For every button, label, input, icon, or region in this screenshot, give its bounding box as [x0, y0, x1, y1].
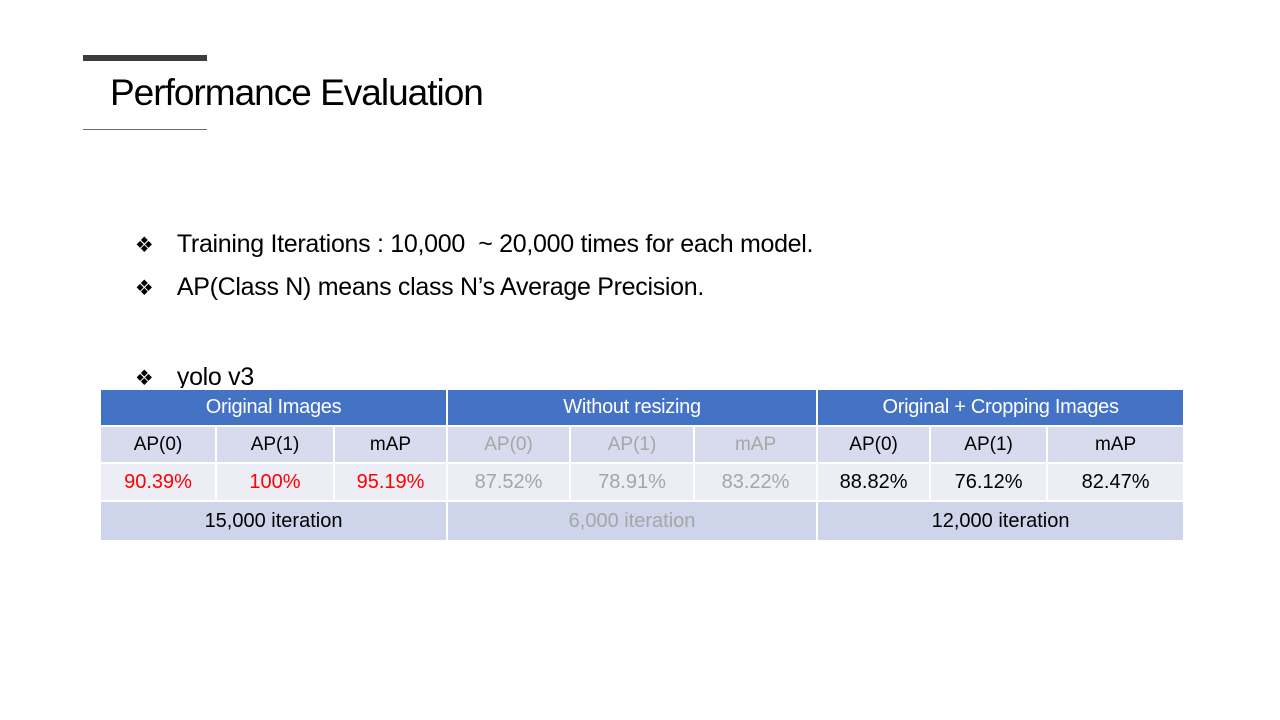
bullet-item-ap-definition: ❖ AP(Class N) means class N’s Average Pre…: [95, 233, 704, 301]
bullet-item-training-iterations: ❖ Training Iterations : 10,000 ~ 20,000 t…: [95, 190, 814, 258]
iteration-cell: 12,000 iteration: [816, 500, 1186, 542]
iteration-cell: 6,000 iteration: [446, 500, 819, 542]
results-table: Original Images Without resizing Origina…: [98, 388, 1186, 542]
ap-label-cell: AP(0): [99, 425, 217, 464]
page-title: Performance Evaluation: [110, 72, 484, 113]
ap-label-cell: mAP: [332, 425, 449, 464]
diamond-bullet-icon: ❖: [134, 277, 154, 300]
ap-label-cell: AP(1): [215, 425, 335, 464]
bullet-text: Training Iterations : 10,000 ~ 20,000 ti…: [176, 230, 814, 258]
value-cell: 87.52%: [446, 462, 572, 502]
table-header-row: Original Images Without resizing Origina…: [98, 388, 1186, 427]
ap-label-cell: AP(1): [929, 425, 1049, 464]
table-values-row: 90.39% 100% 95.19% 87.52% 78.91% 83.22% …: [99, 462, 1186, 502]
value-cell: 88.82%: [816, 462, 932, 502]
ap-label-cell: AP(0): [816, 425, 932, 464]
bullet-text: AP(Class N) means class N’s Average Prec…: [176, 273, 705, 301]
ap-label-cell: mAP: [693, 425, 819, 464]
value-cell: 78.91%: [569, 462, 696, 502]
diamond-bullet-icon: ❖: [134, 234, 154, 257]
value-cell: 95.19%: [332, 462, 449, 502]
group-header-original-cropping: Original + Cropping Images: [816, 388, 1186, 427]
value-cell: 76.12%: [929, 462, 1049, 502]
value-cell: 83.22%: [693, 462, 819, 502]
group-header-without-resizing: Without resizing: [446, 388, 819, 427]
ap-label-cell: AP(0): [446, 425, 572, 464]
value-cell: 82.47%: [1046, 462, 1186, 502]
ap-label-cell: mAP: [1046, 425, 1186, 464]
title-underline: [83, 129, 207, 130]
table-ap-label-row: AP(0) AP(1) mAP AP(0) AP(1) mAP AP(0) AP…: [99, 425, 1186, 464]
bullet-item-yolo-v3: ❖ yolo v3: [95, 323, 254, 391]
diamond-bullet-icon: ❖: [134, 367, 154, 390]
bullet-text: yolo v3: [176, 363, 254, 391]
value-cell: 100%: [215, 462, 335, 502]
ap-label-cell: AP(1): [569, 425, 696, 464]
table-iteration-row: 15,000 iteration 6,000 iteration 12,000 …: [98, 500, 1186, 542]
iteration-cell: 15,000 iteration: [98, 500, 449, 542]
value-cell: 90.39%: [99, 462, 217, 502]
title-accent-bar: [83, 55, 207, 61]
group-header-original-images: Original Images: [98, 388, 449, 427]
